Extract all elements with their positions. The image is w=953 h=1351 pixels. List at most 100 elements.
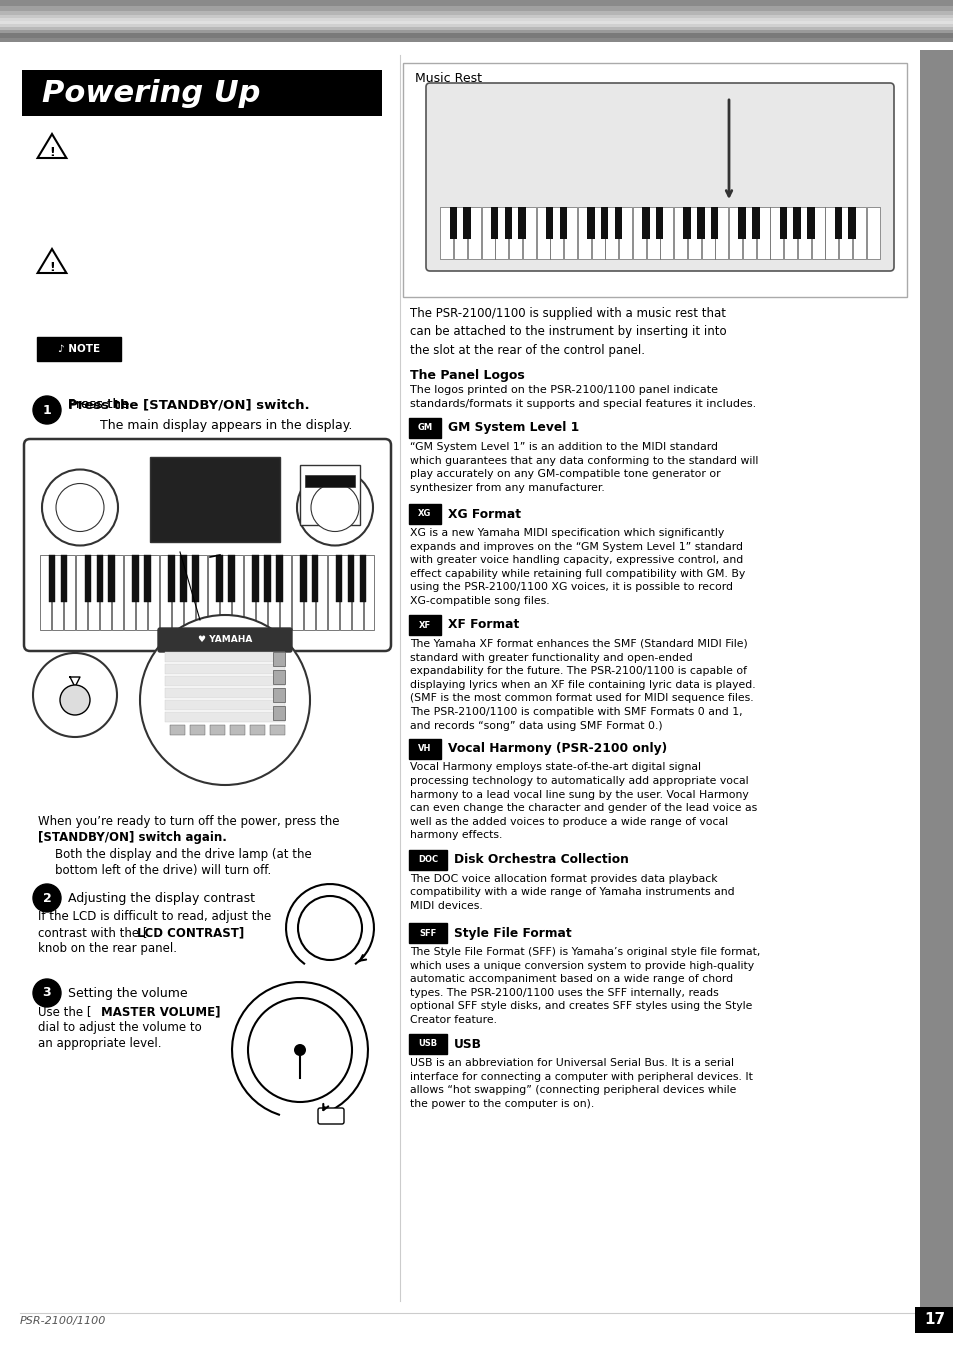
Bar — [742, 207, 755, 259]
Text: SFF: SFF — [419, 928, 436, 938]
Text: Vocal Harmony (PSR-2100 only): Vocal Harmony (PSR-2100 only) — [448, 742, 666, 755]
Bar — [190, 725, 205, 735]
Bar — [184, 555, 194, 630]
Bar — [604, 207, 618, 259]
Bar — [783, 207, 797, 259]
Text: Both the display and the drive lamp (at the: Both the display and the drive lamp (at … — [55, 848, 312, 861]
Bar — [359, 555, 366, 601]
Bar — [715, 207, 728, 259]
Circle shape — [33, 979, 61, 1006]
Bar — [0, 38, 953, 42]
Bar — [0, 18, 953, 22]
FancyBboxPatch shape — [409, 417, 440, 438]
Text: XF: XF — [418, 620, 431, 630]
Bar — [339, 555, 350, 630]
Bar — [165, 663, 285, 674]
Bar — [250, 725, 265, 735]
Text: XG is a new Yamaha MIDI specification which significantly
expands and improves o: XG is a new Yamaha MIDI specification wh… — [410, 528, 744, 607]
FancyBboxPatch shape — [24, 439, 391, 651]
Bar — [586, 207, 594, 239]
Bar — [463, 207, 471, 239]
Bar — [0, 22, 953, 24]
FancyBboxPatch shape — [37, 336, 121, 361]
Text: When you’re ready to turn off the power, press the: When you’re ready to turn off the power,… — [38, 815, 339, 828]
Bar — [273, 688, 285, 703]
Text: The main display appears in the display.: The main display appears in the display. — [68, 419, 352, 431]
Circle shape — [140, 615, 310, 785]
Text: USB: USB — [418, 1039, 437, 1048]
Bar — [327, 555, 338, 630]
Bar — [96, 555, 103, 601]
Bar — [0, 0, 953, 5]
FancyBboxPatch shape — [409, 615, 440, 635]
Bar — [824, 207, 838, 259]
Text: The DOC voice allocation format provides data playback
compatibility with a wide: The DOC voice allocation format provides… — [410, 874, 734, 911]
Circle shape — [296, 470, 373, 546]
Bar — [65, 555, 75, 630]
Text: MASTER VOLUME]: MASTER VOLUME] — [101, 1005, 220, 1019]
Text: !: ! — [49, 261, 55, 274]
Bar — [0, 5, 953, 11]
Bar — [600, 207, 608, 239]
FancyBboxPatch shape — [158, 628, 292, 653]
Bar — [449, 207, 456, 239]
Bar — [467, 207, 480, 259]
Text: !: ! — [49, 146, 55, 159]
Bar — [0, 32, 953, 38]
Bar — [700, 207, 714, 259]
Bar — [220, 555, 231, 630]
FancyBboxPatch shape — [409, 923, 447, 943]
Bar — [682, 207, 690, 239]
Bar — [847, 207, 855, 239]
Bar — [751, 207, 759, 239]
Bar — [614, 207, 621, 239]
Bar — [834, 207, 841, 239]
Bar — [112, 555, 123, 630]
Text: contrast with the [: contrast with the [ — [38, 925, 148, 939]
Bar — [806, 207, 814, 239]
Text: an appropriate level.: an appropriate level. — [38, 1038, 161, 1050]
Bar — [270, 725, 285, 735]
Bar — [865, 207, 879, 259]
Bar — [563, 207, 577, 259]
Bar — [244, 555, 254, 630]
Text: The Panel Logos: The Panel Logos — [410, 369, 524, 382]
Bar — [89, 555, 99, 630]
Bar — [674, 207, 686, 259]
Circle shape — [248, 998, 352, 1102]
Bar — [559, 207, 567, 239]
Bar — [919, 50, 953, 1321]
Bar — [230, 725, 245, 735]
Text: GM System Level 1: GM System Level 1 — [448, 422, 578, 435]
Text: Powering Up: Powering Up — [42, 78, 260, 108]
Bar — [273, 670, 285, 684]
Text: “GM System Level 1” is an addition to the MIDI standard
which guarantees that an: “GM System Level 1” is an addition to th… — [410, 442, 758, 493]
Text: If the LCD is difficult to read, adjust the: If the LCD is difficult to read, adjust … — [38, 911, 271, 923]
Bar — [312, 555, 318, 601]
Bar — [273, 653, 285, 666]
Bar — [228, 555, 234, 601]
Circle shape — [311, 484, 358, 531]
Bar — [348, 555, 354, 601]
Bar — [170, 725, 185, 735]
Bar — [728, 207, 741, 259]
Bar — [914, 1306, 953, 1333]
Bar — [61, 555, 67, 601]
Bar — [797, 207, 810, 259]
Bar — [536, 207, 549, 259]
Text: The PSR-2100/1100 is supplied with a music rest that
can be attached to the inst: The PSR-2100/1100 is supplied with a mus… — [410, 307, 726, 357]
Bar — [160, 555, 171, 630]
Bar — [165, 676, 285, 686]
Bar — [618, 207, 632, 259]
Text: DOC: DOC — [417, 855, 437, 865]
Bar — [454, 207, 467, 259]
Text: USB is an abbreviation for Universal Serial Bus. It is a serial
interface for co: USB is an abbreviation for Universal Ser… — [410, 1058, 752, 1109]
Bar — [100, 555, 112, 630]
Text: knob on the rear panel.: knob on the rear panel. — [38, 942, 177, 955]
Bar — [852, 207, 865, 259]
Text: XG: XG — [417, 509, 432, 519]
Bar — [148, 555, 159, 630]
Bar — [315, 555, 326, 630]
Bar — [299, 465, 359, 526]
Text: [STANDBY/ON] switch again.: [STANDBY/ON] switch again. — [38, 831, 227, 844]
